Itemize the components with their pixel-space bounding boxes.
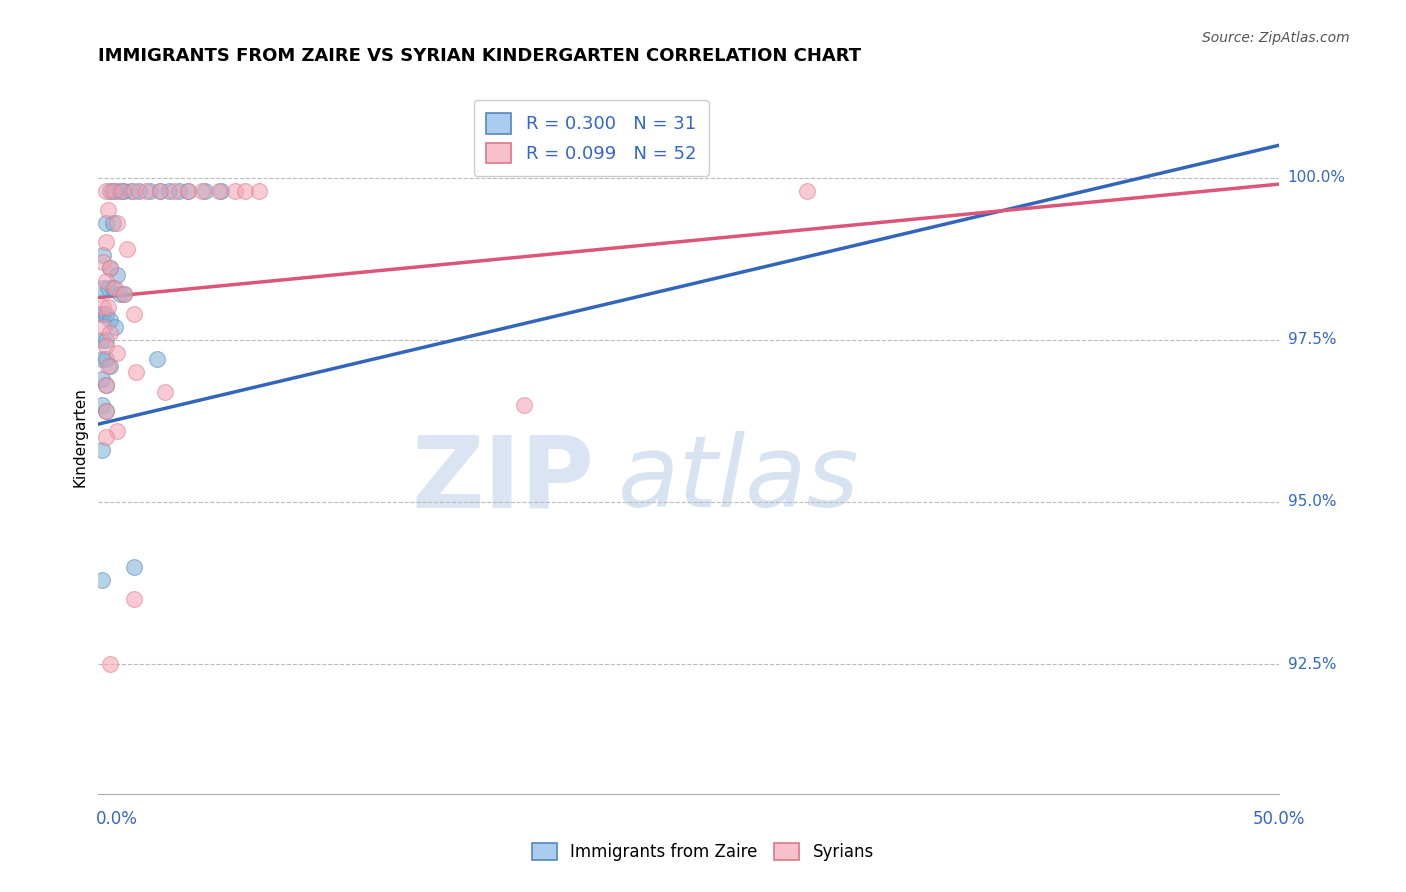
Point: [139, 184, 162, 198]
Point: [115, 242, 138, 256]
Text: 100.0%: 100.0%: [1288, 170, 1346, 185]
Point: [94, 216, 117, 230]
Point: [98, 261, 121, 276]
Y-axis label: Kindergarten: Kindergarten: [72, 387, 87, 487]
Point: [146, 352, 169, 367]
Point: [91, 255, 114, 269]
Text: 95.0%: 95.0%: [1288, 494, 1336, 509]
Point: [128, 184, 150, 198]
Point: [125, 365, 148, 379]
Point: [112, 184, 135, 198]
Point: [97, 301, 120, 315]
Point: [105, 216, 128, 230]
Point: [94, 404, 117, 418]
Point: [91, 281, 114, 295]
Point: [512, 398, 534, 412]
Point: [98, 359, 121, 373]
Point: [104, 184, 127, 198]
Point: [105, 268, 128, 282]
Point: [98, 313, 121, 327]
Point: [97, 202, 120, 217]
Point: [153, 384, 176, 399]
Point: [94, 333, 117, 347]
Point: [101, 184, 124, 198]
Point: [98, 657, 121, 672]
Point: [97, 281, 120, 295]
Point: [224, 184, 246, 198]
Point: [111, 184, 134, 198]
Point: [177, 184, 200, 198]
Point: [112, 287, 135, 301]
Point: [122, 307, 145, 321]
Point: [91, 333, 114, 347]
Point: [94, 404, 117, 418]
Text: 50.0%: 50.0%: [1253, 810, 1305, 828]
Point: [91, 248, 114, 262]
Text: Source: ZipAtlas.com: Source: ZipAtlas.com: [1202, 31, 1350, 45]
Point: [94, 378, 117, 392]
Point: [91, 352, 114, 367]
Point: [94, 274, 117, 288]
Text: IMMIGRANTS FROM ZAIRE VS SYRIAN KINDERGARTEN CORRELATION CHART: IMMIGRANTS FROM ZAIRE VS SYRIAN KINDERGA…: [98, 47, 862, 65]
Point: [209, 184, 232, 198]
Point: [105, 424, 128, 438]
Point: [122, 559, 145, 574]
Point: [149, 184, 172, 198]
Legend: R = 0.300   N = 31, R = 0.099   N = 52: R = 0.300 N = 31, R = 0.099 N = 52: [474, 100, 709, 176]
Point: [91, 398, 114, 412]
Point: [98, 326, 121, 341]
Text: 97.5%: 97.5%: [1288, 333, 1336, 347]
Point: [149, 184, 172, 198]
Point: [122, 184, 145, 198]
Point: [163, 184, 186, 198]
Point: [122, 592, 145, 607]
Point: [94, 378, 117, 392]
Text: ZIP: ZIP: [412, 432, 595, 528]
Point: [91, 372, 114, 386]
Point: [98, 261, 121, 276]
Point: [90, 307, 112, 321]
Point: [91, 443, 114, 458]
Point: [112, 287, 135, 301]
Point: [94, 307, 117, 321]
Point: [108, 184, 131, 198]
Point: [233, 184, 256, 198]
Point: [91, 301, 114, 315]
Point: [94, 184, 117, 198]
Point: [105, 345, 128, 359]
Point: [91, 319, 114, 334]
Point: [208, 184, 231, 198]
Point: [104, 319, 127, 334]
Text: atlas: atlas: [619, 432, 859, 528]
Point: [135, 184, 157, 198]
Point: [94, 352, 117, 367]
Point: [101, 281, 124, 295]
Point: [191, 184, 214, 198]
Point: [796, 184, 818, 198]
Point: [91, 307, 114, 321]
Point: [108, 287, 131, 301]
Point: [101, 216, 124, 230]
Point: [247, 184, 270, 198]
Point: [121, 184, 143, 198]
Point: [167, 184, 190, 198]
Point: [97, 359, 120, 373]
Point: [177, 184, 200, 198]
Point: [157, 184, 180, 198]
Point: [94, 430, 117, 444]
Point: [94, 235, 117, 250]
Legend: Immigrants from Zaire, Syrians: Immigrants from Zaire, Syrians: [526, 836, 880, 868]
Point: [91, 573, 114, 587]
Point: [104, 281, 127, 295]
Text: 92.5%: 92.5%: [1288, 657, 1336, 672]
Point: [94, 339, 117, 353]
Point: [194, 184, 217, 198]
Point: [98, 184, 121, 198]
Text: 0.0%: 0.0%: [96, 810, 138, 828]
